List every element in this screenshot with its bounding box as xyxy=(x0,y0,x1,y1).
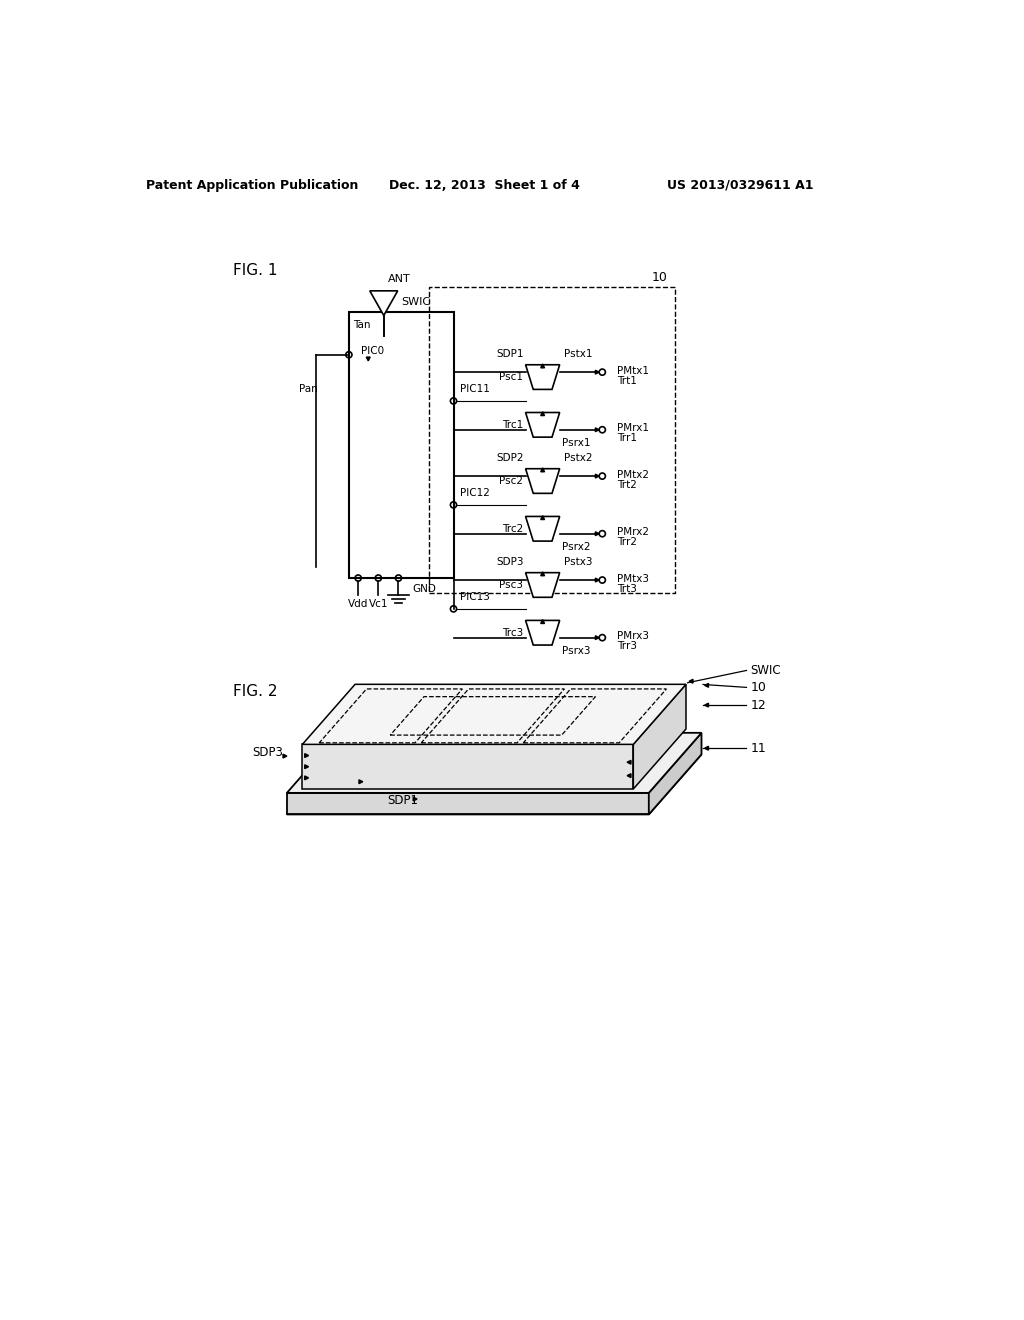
Polygon shape xyxy=(595,636,599,640)
Text: PIC12: PIC12 xyxy=(460,488,489,499)
Text: Patent Application Publication: Patent Application Publication xyxy=(145,178,358,191)
Polygon shape xyxy=(541,619,545,623)
Polygon shape xyxy=(305,754,308,758)
Text: SDP2: SDP2 xyxy=(497,453,524,463)
Polygon shape xyxy=(287,755,701,814)
Text: SWIC: SWIC xyxy=(401,297,431,306)
Polygon shape xyxy=(705,704,709,708)
Polygon shape xyxy=(705,684,709,688)
Text: Trc1: Trc1 xyxy=(502,420,523,430)
Polygon shape xyxy=(287,793,649,814)
Polygon shape xyxy=(525,412,560,437)
Polygon shape xyxy=(359,780,362,784)
Polygon shape xyxy=(541,516,545,520)
Text: Pstx2: Pstx2 xyxy=(563,453,592,463)
Polygon shape xyxy=(367,358,371,360)
Polygon shape xyxy=(689,680,693,684)
Text: Pstx1: Pstx1 xyxy=(563,348,592,359)
Text: PMrx3: PMrx3 xyxy=(617,631,649,642)
Polygon shape xyxy=(627,774,631,777)
Text: ANT: ANT xyxy=(388,273,411,284)
Text: SDP2: SDP2 xyxy=(334,771,365,784)
Text: Psrx2: Psrx2 xyxy=(562,543,591,552)
Text: Pstx3: Pstx3 xyxy=(563,557,592,566)
Text: FIG. 1: FIG. 1 xyxy=(232,263,278,277)
Polygon shape xyxy=(305,776,308,780)
Text: Trc2: Trc2 xyxy=(502,524,523,533)
Text: Psc1: Psc1 xyxy=(500,372,523,381)
Text: PMrx1: PMrx1 xyxy=(617,424,649,433)
Polygon shape xyxy=(541,364,545,368)
Text: Trt2: Trt2 xyxy=(617,479,637,490)
Text: SDP3: SDP3 xyxy=(497,557,524,566)
Polygon shape xyxy=(525,469,560,494)
Text: Trt3: Trt3 xyxy=(617,583,637,594)
Polygon shape xyxy=(595,474,599,478)
Polygon shape xyxy=(595,578,599,582)
Text: Trc3: Trc3 xyxy=(502,628,523,638)
Polygon shape xyxy=(595,532,599,536)
Polygon shape xyxy=(305,764,308,768)
Text: Trr2: Trr2 xyxy=(617,537,637,548)
Text: SWIC: SWIC xyxy=(751,664,781,677)
Text: Psrx3: Psrx3 xyxy=(562,647,591,656)
Bar xyxy=(429,286,675,594)
Polygon shape xyxy=(595,428,599,432)
Polygon shape xyxy=(525,620,560,645)
Polygon shape xyxy=(705,746,709,750)
Text: 10: 10 xyxy=(751,681,766,694)
Text: Trt1: Trt1 xyxy=(617,376,637,385)
Text: 12: 12 xyxy=(751,698,766,711)
Text: SDP3: SDP3 xyxy=(252,746,283,759)
Text: PIC13: PIC13 xyxy=(460,593,489,602)
Text: SDP1: SDP1 xyxy=(388,795,419,807)
Polygon shape xyxy=(287,733,701,793)
Text: Vc1: Vc1 xyxy=(369,599,388,610)
Text: US 2013/0329611 A1: US 2013/0329611 A1 xyxy=(667,178,813,191)
Polygon shape xyxy=(302,684,686,744)
Polygon shape xyxy=(370,290,397,315)
Text: Psc2: Psc2 xyxy=(500,477,523,486)
Text: PIC11: PIC11 xyxy=(460,384,489,395)
Text: PIC0: PIC0 xyxy=(360,346,384,356)
Polygon shape xyxy=(283,754,287,758)
Polygon shape xyxy=(541,412,545,416)
Bar xyxy=(349,313,454,578)
Text: Pan: Pan xyxy=(299,384,317,395)
Text: PMtx1: PMtx1 xyxy=(617,366,649,376)
Text: Trr1: Trr1 xyxy=(617,433,637,444)
Polygon shape xyxy=(525,573,560,598)
Text: FIG. 2: FIG. 2 xyxy=(232,684,278,698)
Text: Trr3: Trr3 xyxy=(617,642,637,651)
Text: Tan: Tan xyxy=(352,319,371,330)
Text: PMtx2: PMtx2 xyxy=(617,470,649,479)
Polygon shape xyxy=(414,797,417,801)
Polygon shape xyxy=(595,370,599,374)
Text: SDP1: SDP1 xyxy=(497,348,524,359)
Polygon shape xyxy=(525,516,560,541)
Text: Vdd: Vdd xyxy=(348,599,369,610)
Polygon shape xyxy=(649,733,701,814)
Polygon shape xyxy=(627,760,631,764)
Text: 10: 10 xyxy=(651,271,668,284)
Polygon shape xyxy=(633,684,686,789)
Polygon shape xyxy=(302,744,633,789)
Polygon shape xyxy=(541,469,545,471)
Text: Psc3: Psc3 xyxy=(500,579,523,590)
Text: PMrx2: PMrx2 xyxy=(617,527,649,537)
Text: PMtx3: PMtx3 xyxy=(617,573,649,583)
Polygon shape xyxy=(541,572,545,576)
Text: GND: GND xyxy=(413,583,436,594)
Text: Psrx1: Psrx1 xyxy=(562,438,591,449)
Polygon shape xyxy=(525,364,560,389)
Text: 11: 11 xyxy=(751,742,766,755)
Text: Dec. 12, 2013  Sheet 1 of 4: Dec. 12, 2013 Sheet 1 of 4 xyxy=(389,178,580,191)
